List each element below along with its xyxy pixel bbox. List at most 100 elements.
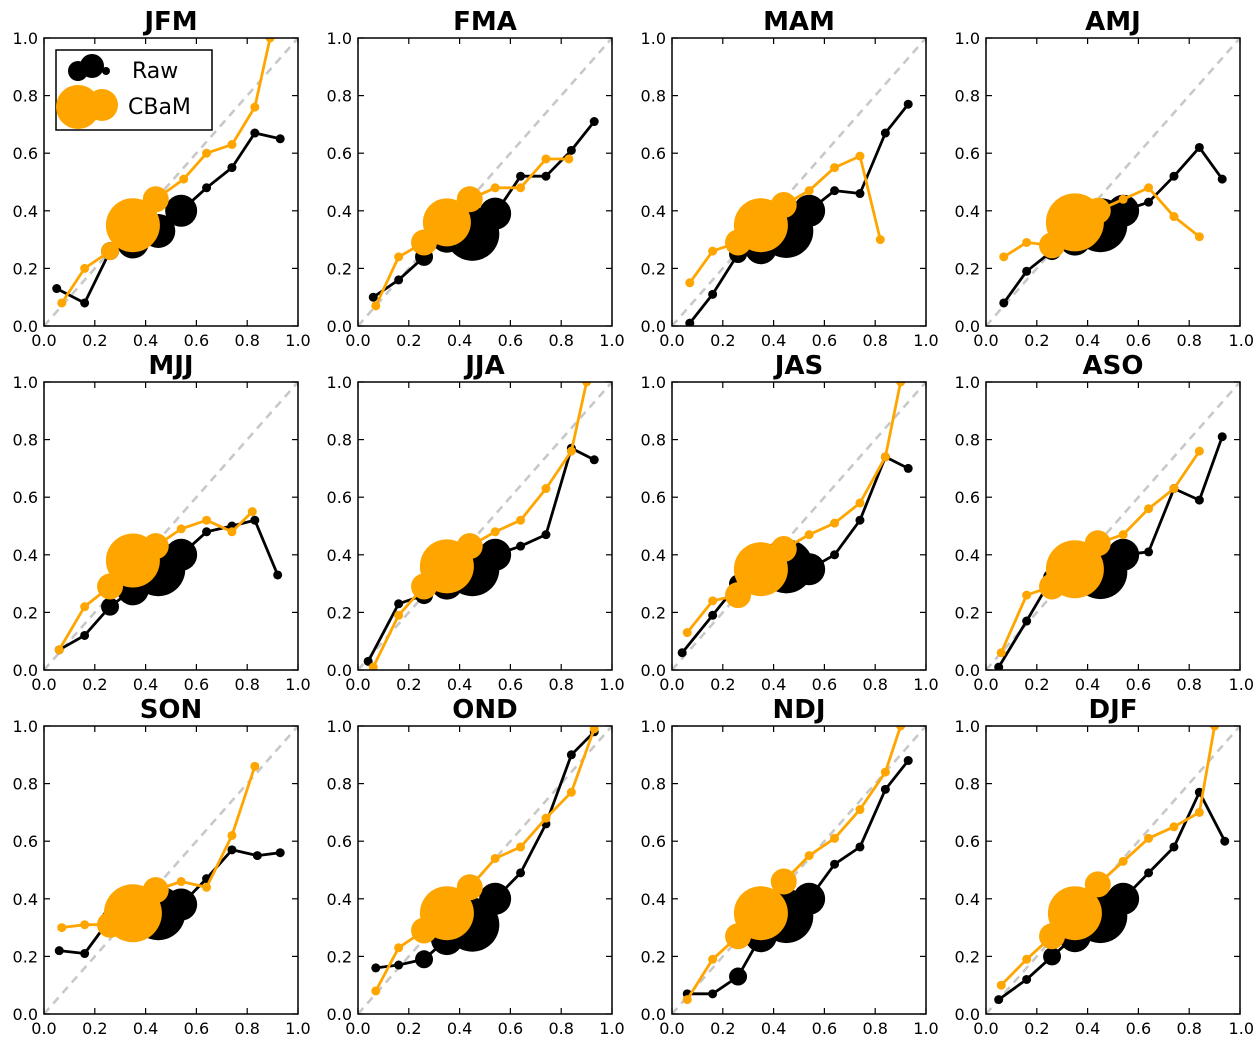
cbam-point — [105, 198, 160, 253]
x-tick-label: 0.0 — [659, 675, 684, 694]
raw-point — [1217, 174, 1227, 184]
cbam-point — [490, 853, 500, 863]
x-tick-label: 1.0 — [285, 331, 310, 350]
y-tick-label: 0.2 — [327, 603, 352, 622]
raw-point — [101, 597, 120, 616]
cbam-point — [142, 533, 169, 560]
diagonal-reference-line — [672, 382, 926, 670]
axes-frame — [43, 381, 299, 671]
raw-point — [516, 541, 526, 551]
raw-series — [685, 99, 913, 326]
raw-point — [994, 995, 1004, 1005]
raw-point — [830, 550, 840, 560]
y-tick-label: 0.4 — [327, 202, 352, 221]
y-tick-label: 0.0 — [641, 661, 666, 680]
y-tick-label: 0.6 — [327, 488, 352, 507]
x-tick-label: 1.0 — [285, 675, 310, 694]
raw-series — [368, 117, 599, 302]
cbam-point — [830, 833, 840, 843]
panel-title: SON — [140, 695, 203, 725]
y-tick-label: 0.6 — [641, 488, 666, 507]
x-tick-label: 0.4 — [133, 331, 158, 350]
y-tick-label: 0.0 — [327, 661, 352, 680]
cbam-point — [708, 954, 718, 964]
x-tick-label: 0.6 — [498, 675, 523, 694]
y-tick-label: 0.4 — [327, 890, 352, 909]
x-tick-label: 0.6 — [1126, 1019, 1151, 1038]
cbam-series — [368, 382, 592, 670]
raw-point — [202, 527, 212, 537]
x-tick-label: 0.8 — [1176, 675, 1201, 694]
y-tick-label: 0.4 — [955, 890, 980, 909]
raw-point — [394, 960, 404, 970]
raw-point — [541, 171, 551, 181]
raw-point — [708, 989, 718, 999]
cbam-point — [855, 151, 865, 161]
cbam-point — [875, 235, 885, 245]
raw-series — [363, 443, 599, 666]
cbam-point — [566, 787, 576, 797]
raw-point — [516, 171, 526, 181]
panel-mam: 0.0 0.2 0.4 0.6 0.8 1.0 0.0 0.2 0.4 0.6 0.8 1.0 MAM — [641, 7, 939, 350]
raw-point — [1194, 495, 1204, 505]
x-tick-label: 0.0 — [973, 1019, 998, 1038]
raw-point — [729, 967, 748, 986]
cbam-point — [456, 186, 483, 213]
raw-point — [371, 963, 381, 973]
diagonal-reference-line — [986, 38, 1240, 326]
y-tick-label: 0.6 — [641, 832, 666, 851]
y-tick-label: 1.0 — [327, 29, 352, 48]
raw-point — [793, 194, 826, 227]
y-tick-label: 0.2 — [327, 947, 352, 966]
y-tick-label: 0.4 — [13, 546, 38, 565]
y-tick-label: 0.8 — [641, 87, 666, 106]
diagonal-reference-line — [358, 382, 612, 670]
cbam-point — [830, 518, 840, 528]
raw-point — [566, 145, 576, 155]
raw-point — [415, 950, 434, 969]
x-tick-label: 0.6 — [184, 331, 209, 350]
x-tick-label: 0.0 — [31, 675, 56, 694]
x-tick-label: 1.0 — [1229, 1019, 1254, 1038]
cbam-point — [770, 536, 797, 563]
raw-point — [250, 128, 260, 138]
cbam-point — [227, 830, 237, 840]
x-tick-label: 0.2 — [1024, 1019, 1049, 1038]
cbam-series — [996, 446, 1204, 658]
x-tick-label: 0.0 — [659, 1019, 684, 1038]
y-tick-label: 0.0 — [641, 1005, 666, 1024]
cbam-point — [176, 877, 186, 887]
y-tick-label: 0.0 — [955, 317, 980, 336]
cbam-line — [1000, 726, 1216, 987]
cbam-point — [368, 662, 378, 670]
raw-point — [80, 630, 90, 640]
cbam-point — [394, 943, 404, 953]
x-tick-label: 0.4 — [447, 675, 472, 694]
x-tick-label: 0.0 — [31, 331, 56, 350]
cbam-point — [685, 278, 695, 288]
cbam-point — [227, 140, 237, 150]
raw-point — [275, 848, 285, 858]
axes-frame — [43, 725, 299, 1015]
y-tick-label: 0.6 — [955, 488, 980, 507]
x-tick-label: 1.0 — [599, 331, 624, 350]
raw-point — [252, 851, 262, 861]
x-tick-label: 0.6 — [498, 331, 523, 350]
cbam-point — [54, 645, 64, 655]
cbam-point — [896, 726, 906, 731]
panel-title: OND — [452, 695, 517, 725]
raw-point — [685, 318, 695, 326]
cbam-series — [371, 726, 599, 996]
raw-point — [363, 656, 373, 666]
y-tick-label: 0.8 — [327, 431, 352, 450]
raw-point — [708, 289, 718, 299]
raw-point — [275, 134, 285, 144]
raw-series — [52, 128, 285, 308]
raw-point — [479, 882, 512, 915]
raw-point — [250, 515, 260, 525]
raw-point — [830, 859, 840, 869]
panel-aso: 0.0 0.2 0.4 0.6 0.8 1.0 0.0 0.2 0.4 0.6 0.8 1.0 ASO — [955, 351, 1254, 694]
y-tick-label: 0.2 — [641, 603, 666, 622]
cbam-point — [1144, 504, 1154, 514]
x-tick-label: 0.0 — [31, 1019, 56, 1038]
